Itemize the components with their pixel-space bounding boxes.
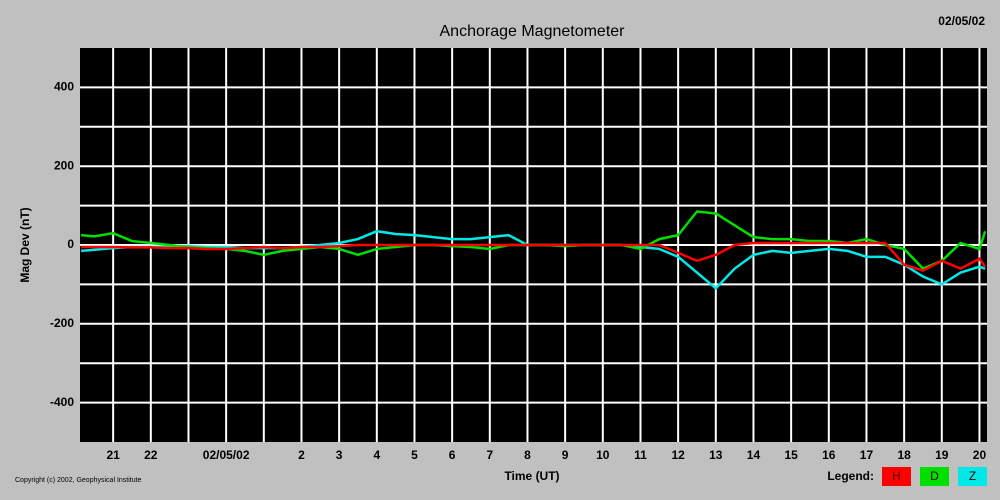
legend-swatch	[920, 467, 949, 486]
x-tick-label: 6	[449, 448, 456, 462]
x-tick-label: 12	[671, 448, 685, 462]
x-tick-label: 2	[298, 448, 305, 462]
y-axis-label: Mag Dev (nT)	[18, 207, 32, 282]
y-tick-label: 0	[67, 237, 74, 251]
date: 02/05/02	[938, 14, 985, 28]
x-tick-label: 15	[784, 448, 798, 462]
x-tick-label: 3	[336, 448, 343, 462]
x-axis-label: Time (UT)	[504, 469, 559, 483]
series-line	[81, 241, 987, 272]
x-tick-label: 18	[897, 448, 911, 462]
x-tick-label: 4	[373, 448, 380, 462]
x-tick-label: 10	[596, 448, 610, 462]
y-tick-label: -200	[50, 316, 74, 330]
x-tick-label: 19	[935, 448, 949, 462]
x-tick-label: 16	[822, 448, 836, 462]
legend-swatch	[958, 467, 987, 486]
legend-title: Legend:	[827, 469, 874, 483]
y-tick-label: -400	[50, 395, 74, 409]
chart-title: Anchorage Magnetometer	[440, 23, 626, 40]
legend-label: H	[892, 469, 901, 483]
x-tick-label: 8	[524, 448, 531, 462]
legend-swatch	[882, 467, 911, 486]
x-tick-label: 22	[144, 448, 158, 462]
y-tick-label: 400	[54, 80, 74, 94]
copyright: Copyright (c) 2002, Geophysical Institut…	[15, 477, 142, 484]
x-tick-label: 02/05/02	[203, 448, 250, 462]
legend-label: Z	[969, 469, 976, 483]
x-tick-label: 21	[106, 448, 120, 462]
x-tick-label: 7	[486, 448, 493, 462]
x-tick-label: 11	[634, 448, 647, 462]
x-tick-label: 5	[411, 448, 418, 462]
x-tick-label: 13	[709, 448, 723, 462]
x-tick-label: 14	[747, 448, 761, 462]
x-tick-label: 9	[562, 448, 569, 462]
x-tick-label: 20	[973, 448, 987, 462]
legend-label: D	[930, 469, 939, 483]
x-tick-label: 17	[860, 448, 874, 462]
y-tick-label: 200	[54, 158, 74, 172]
